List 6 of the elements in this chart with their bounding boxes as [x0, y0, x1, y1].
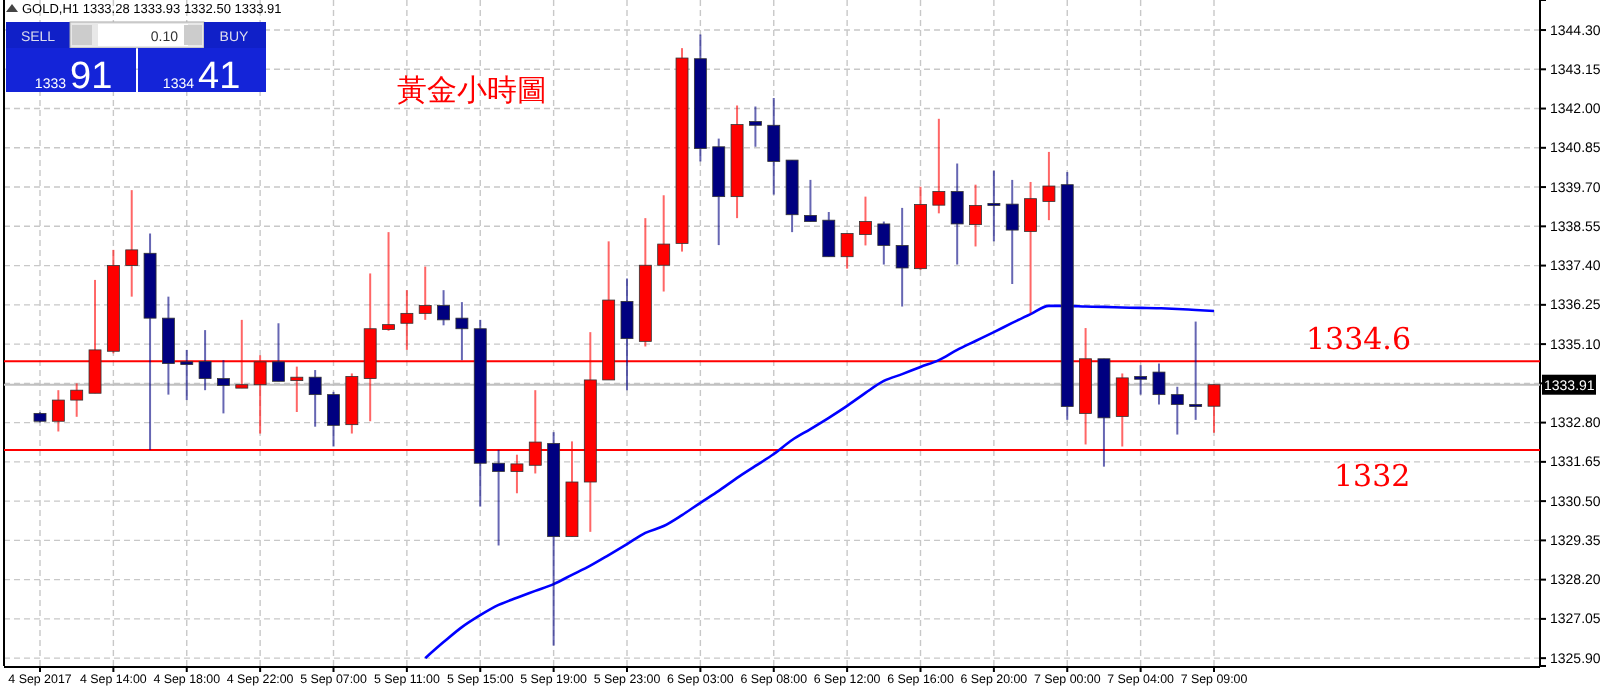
annotation: 1332: [1334, 457, 1411, 494]
line-series: [423, 304, 1216, 660]
annotation: 41: [198, 56, 241, 98]
annotation: 1334.6: [1306, 321, 1411, 358]
annotation: 91: [70, 56, 113, 98]
text: 黃金小時圖: [397, 72, 547, 108]
